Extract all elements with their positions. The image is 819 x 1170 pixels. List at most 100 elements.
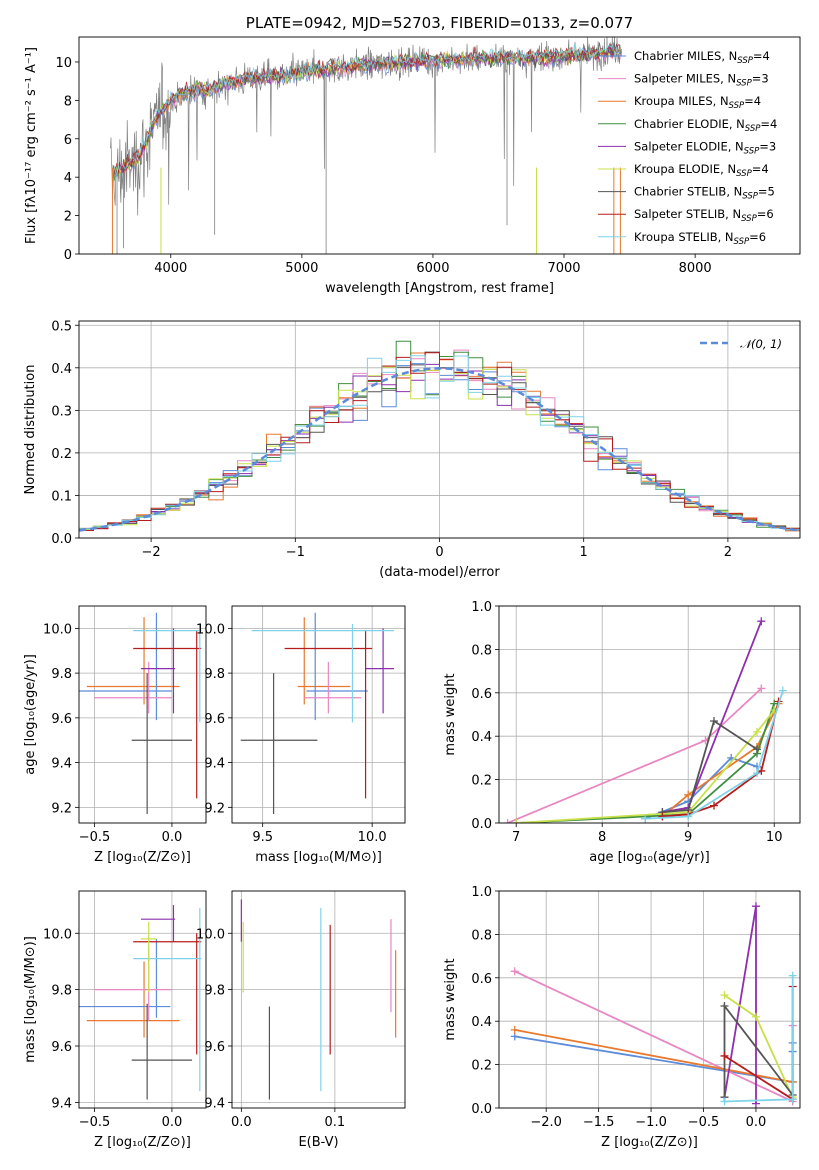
axes-frame [78,605,207,824]
legend-entry: Kroupa MILES, NSSP=4 [634,94,761,111]
x-tick-label: −1 [286,545,305,560]
y-tick-label: 0.4 [51,362,72,377]
y-tick-label: 9.4 [204,1096,225,1111]
x-axis-label: mass [log₁₀(M/M⊙)] [255,850,382,865]
error-bar-point [304,661,362,714]
mass-weight-series [658,617,766,817]
series-marker [512,819,521,823]
y-tick-label: 10.0 [43,927,72,942]
panel-spectrum: 4000 5000 6000 7000 8000 0 2 4 6 8 10 wavelength [A… [24,14,801,296]
series-marker [751,1012,760,1021]
y-tick-label: 9.2 [51,801,72,816]
x-tick-label: 2 [724,545,732,560]
series-marker [751,902,760,911]
x-tick-label: −2.0 [530,1115,562,1130]
series-marker [510,1025,519,1034]
y-tick-label: 0.0 [471,817,492,832]
series-marker [757,684,766,693]
y-tick-label: 0.3 [51,404,72,419]
legend-suffix: =3 [759,139,776,153]
series-line [645,690,784,820]
series-marker [720,1002,729,1011]
series-marker [720,1051,729,1060]
x-tick-label: 10.0 [358,830,387,845]
legend-text: Kroupa STELIB, N [634,230,734,244]
x-tick-label: 8 [598,830,606,845]
legend-entry: Salpeter STELIB, NSSP=6 [634,207,774,224]
y-tick-label: 0.0 [471,1102,492,1117]
legend-text: Salpeter STELIB, N [634,207,741,221]
mass-weight-series [512,699,779,823]
y-tick-label: 9.4 [204,757,225,772]
x-axis-label: Z [log₁₀(Z/Z⊙)] [601,1135,698,1150]
mass-weight-series [510,1032,797,1086]
y-tick-label: 9.8 [51,667,72,682]
series-line [507,687,762,823]
y-tick-label: 9.8 [204,667,225,682]
x-axis-label: Z [log₁₀(Z/Z⊙)] [94,850,191,865]
legend-suffix: =5 [758,185,775,199]
histogram-step [79,352,800,531]
x-tick-label: 0.0 [746,1115,767,1130]
legend-subscript: SSP [736,79,752,89]
x-tick-label: 0.1 [325,1115,346,1130]
y-tick-label: 0 [64,248,72,263]
y-tick-label: 6 [64,133,72,148]
series-line [516,709,775,823]
error-bar-point [133,933,202,1055]
x-tick-label: −1.0 [635,1115,667,1130]
legend-text: Chabrier ELODIE, N [634,117,745,131]
model-spectrum [112,43,621,176]
plot-area [240,899,397,1100]
legend-suffix: =4 [753,49,770,63]
series-marker [710,801,718,810]
legend-suffix: =3 [752,72,769,86]
mass-weight-series [720,971,797,1106]
legend-suffix: =4 [760,117,777,131]
y-tick-label: 0.6 [471,687,492,702]
x-axis-label: (data-model)/error [379,565,500,580]
series-marker [503,819,512,823]
error-bar-point [365,628,395,714]
y-tick-label: 0.4 [471,730,492,745]
y-tick-label: 0.6 [471,972,492,987]
legend-entry: Chabrier STELIB, NSSP=5 [634,185,775,202]
error-bar-point [140,628,176,714]
y-tick-label: 4 [64,171,72,186]
y-tick-label: 9.6 [204,712,225,727]
axes-frame [78,890,207,1109]
series-marker [757,617,766,626]
y-tick-label: 9.4 [51,757,72,772]
x-tick-label: 5000 [285,261,318,276]
mass-weight-series [510,1025,797,1086]
y-tick-label: 0.2 [51,447,72,462]
y-tick-label: 9.8 [51,984,72,999]
y-axis-label: mass weight [443,673,458,755]
y-tick-label: 10.0 [43,622,72,637]
axes-frame [78,36,801,255]
panel-residual-histogram: −2 −1 0 1 2 0.0 0.1 0.2 0.3 0.4 0.5 (data-model)/er… [23,319,801,580]
panel-mass-weight-vs-age: 7 8 9 10 0.0 0.2 0.4 0.6 0.8 1.0 age [log₁₀(age/yr… [443,600,801,865]
x-tick-label: −0.5 [688,1115,720,1130]
x-tick-label: 0.0 [162,830,183,845]
y-tick-label: 10.0 [196,622,225,637]
series-marker [753,727,761,736]
legend-text: Salpeter ELODIE, N [634,139,744,153]
legend-entry: 𝒩(0, 1) [740,337,782,351]
y-axis-label: Flux [fλ10⁻¹⁷ erg cm⁻² s⁻¹ A⁻¹] [24,47,39,244]
y-tick-label: 9.4 [51,1096,72,1111]
x-tick-label: 0.0 [231,1115,252,1130]
series-marker [510,967,519,976]
series-marker [641,814,650,823]
error-bar-point [131,1003,193,1100]
x-tick-label: −2 [142,545,161,560]
error-bar-point [86,961,180,1038]
legend-suffix: =4 [744,94,761,108]
legend-subscript: SSP [729,101,745,111]
legend-suffix: =6 [749,230,766,244]
error-bar-point [251,623,395,723]
error-bar-point [79,612,172,721]
plot-area [110,37,623,254]
legend-subscript: SSP [737,56,753,66]
